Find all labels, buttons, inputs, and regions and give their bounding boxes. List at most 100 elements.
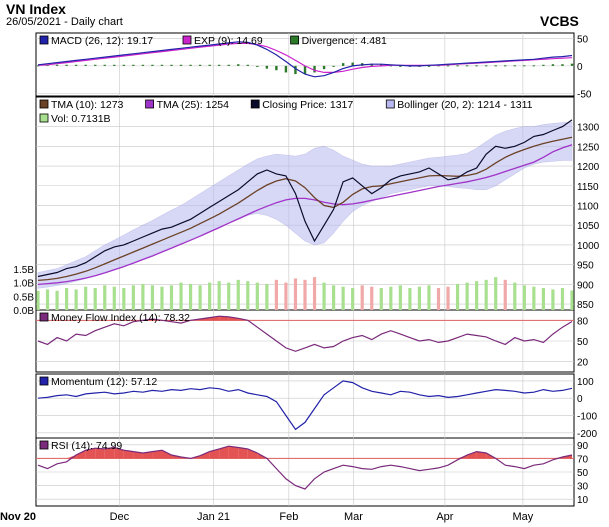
divergence-bar — [313, 65, 316, 73]
overbought-fill — [66, 455, 77, 459]
divergence-bar — [265, 65, 269, 69]
divergence-bar — [303, 65, 307, 75]
divergence-bar — [217, 64, 221, 66]
price-y-tick: 1150 — [577, 182, 599, 193]
volume-bar — [427, 285, 431, 310]
volume-bar — [217, 281, 221, 310]
overbought-fill — [104, 447, 115, 459]
overbought-fill — [161, 450, 172, 459]
volume-bar — [303, 279, 307, 310]
divergence-bar — [36, 65, 40, 67]
legend-label: Bollinger (20, 2): 1214 - 1311 — [397, 99, 532, 111]
mfi-y-tick: 50 — [577, 337, 589, 348]
divergence-bar — [570, 63, 574, 66]
momentum-line — [37, 380, 573, 431]
volume-bar — [45, 289, 50, 310]
divergence-bar — [465, 65, 469, 67]
volume-bar — [255, 282, 259, 310]
volume-bar — [122, 288, 126, 310]
divergence-bar — [179, 64, 183, 66]
chart-subtitle: 26/05/2021 - Daily chart — [6, 16, 123, 28]
volume-bar — [560, 288, 565, 310]
overbought-fill — [476, 451, 487, 459]
divergence-bar — [74, 64, 78, 66]
divergence-bar — [475, 65, 478, 67]
x-tick-label: Dec — [110, 511, 130, 523]
divergence-bar — [294, 65, 297, 75]
momentum-y-tick: -200 — [577, 429, 597, 440]
volume-bar — [455, 283, 460, 310]
price-y-tick: 1000 — [577, 241, 600, 252]
mfi-y-tick: 80 — [577, 316, 589, 327]
volume-bar — [436, 288, 441, 310]
legend-swatch — [250, 99, 260, 109]
mfi-y-tick: 20 — [577, 358, 589, 369]
overbought-fill — [142, 451, 153, 459]
volume-bar — [332, 285, 336, 310]
volume-bar — [312, 277, 317, 310]
macd-y-tick: 50 — [577, 34, 589, 45]
volume-y-tick: 1.5B — [13, 265, 34, 276]
rsi-y-tick: 50 — [577, 468, 589, 479]
volume-bar — [322, 282, 326, 310]
divergence-bar — [322, 65, 326, 70]
price-y-tick: 1050 — [577, 221, 600, 232]
overbought-fill — [200, 451, 210, 459]
divergence-bar — [523, 65, 526, 67]
rsi-y-tick: 30 — [577, 482, 589, 493]
legend-swatch — [290, 35, 300, 45]
macd-y-tick: 0 — [577, 62, 583, 73]
overbought-fill — [238, 447, 248, 459]
volume-y-tick: 0.0B — [13, 306, 34, 317]
volume-bar — [408, 288, 412, 310]
divergence-bar — [427, 65, 431, 67]
legend-label: EXP (9): 14.69 — [194, 35, 263, 47]
price-y-tick: 950 — [577, 261, 594, 272]
rsi-y-tick: 90 — [577, 441, 589, 452]
volume-bar — [55, 290, 59, 310]
volume-bar — [341, 286, 345, 310]
legend-label: TMA (10): 1273 — [51, 99, 124, 111]
volume-bar — [227, 282, 231, 310]
divergence-bar — [113, 64, 116, 66]
mfi-line — [37, 315, 573, 352]
divergence-bar — [208, 64, 211, 66]
panel-frame-macd — [35, 32, 575, 97]
momentum-y-tick: 100 — [577, 377, 594, 388]
divergence-bar — [256, 65, 259, 67]
volume-bar — [398, 285, 402, 310]
overbought-fill — [95, 448, 105, 459]
overbought-fill — [85, 448, 96, 459]
legend-label: Money Flow Index (14): 78.32 — [51, 312, 190, 324]
overbought-fill — [152, 450, 162, 459]
volume-bar — [379, 288, 383, 310]
volume-bar — [265, 283, 269, 310]
divergence-bar — [484, 65, 488, 67]
overbought-fill — [467, 451, 477, 459]
legend-swatch — [39, 312, 49, 322]
divergence-bar — [55, 64, 59, 66]
volume-bar — [112, 286, 116, 310]
legend-label: MACD (26, 12): 19.17 — [51, 35, 153, 47]
divergence-bar — [246, 64, 249, 66]
brand-label: VCBS — [540, 13, 579, 29]
price-y-tick: 850 — [577, 300, 594, 311]
divergence-bar — [561, 64, 564, 66]
volume-bar — [475, 281, 479, 310]
overbought-fill — [228, 446, 239, 459]
volume-bar — [513, 282, 517, 310]
volume-bar — [522, 285, 526, 310]
legend-swatch — [39, 113, 49, 123]
volume-bar — [169, 285, 174, 310]
divergence-bar — [494, 65, 497, 67]
price-y-tick: 1200 — [577, 162, 600, 173]
legend-swatch — [39, 440, 49, 450]
divergence-bar — [170, 64, 173, 66]
macd-y-tick: -50 — [577, 89, 592, 100]
macd-line — [37, 41, 573, 78]
volume-bar — [160, 286, 164, 310]
divergence-bar — [103, 64, 106, 66]
legend-label: TMA (25): 1254 — [157, 99, 230, 111]
legend-swatch — [39, 35, 49, 45]
momentum-y-tick: 0 — [577, 394, 583, 405]
